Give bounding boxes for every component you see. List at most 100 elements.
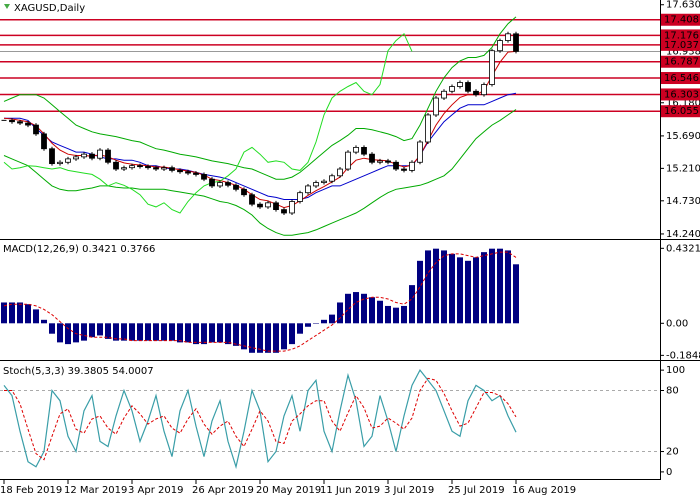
indicator-value: 0.3766 [120, 244, 155, 255]
indicator-line [3, 32, 413, 214]
level-label-box [661, 13, 700, 26]
macd-bar [265, 323, 271, 353]
x-tick-label: 16 Aug 2019 [512, 485, 576, 496]
candle [265, 202, 271, 208]
macd-bar [249, 323, 255, 353]
candle [425, 114, 431, 143]
candle [217, 182, 223, 187]
x-tick-label: 12 Mar 2019 [64, 485, 127, 496]
price-label: 16.938 [666, 47, 700, 58]
candle [505, 33, 511, 41]
y-tick-label: 15.690 [666, 131, 700, 142]
candle [513, 33, 519, 52]
x-tick-label: 11 Jun 2019 [320, 485, 380, 496]
level-label: 17.176 [664, 30, 699, 41]
macd-bar [329, 314, 335, 324]
candle [353, 146, 359, 153]
candle [9, 119, 15, 123]
y-tick-label: -0.1848 [666, 350, 700, 361]
candle [25, 122, 31, 126]
y-tick-label: 14.240 [666, 229, 700, 240]
macd-bar [97, 323, 103, 336]
candle [337, 168, 343, 177]
x-tick-label: 3 Jul 2019 [384, 485, 434, 496]
macd-bar [17, 302, 23, 324]
candle [433, 97, 439, 116]
candle [441, 90, 447, 99]
macd-bar [89, 323, 95, 338]
candle [177, 169, 183, 173]
candle [57, 161, 63, 165]
macd-bar [41, 319, 47, 324]
macd-bar [433, 248, 439, 324]
x-tick-label: 18 Feb 2019 [0, 485, 62, 496]
candle [313, 182, 319, 187]
y-tick-label: 0.00 [666, 318, 688, 329]
macd-bar [225, 323, 231, 345]
macd-bar [417, 260, 423, 324]
candle [233, 184, 239, 190]
candle [41, 133, 47, 150]
candle [145, 165, 151, 169]
macd-bar [121, 323, 127, 341]
level-label: 17.408 [664, 15, 699, 26]
candle [385, 160, 391, 163]
level-label-box [661, 38, 700, 51]
candle [417, 141, 423, 163]
candle [409, 161, 415, 171]
macd-bar [321, 319, 327, 324]
price-axis: 17.630 16.180 15.690 15.210 14.730 14.240 16.9… [660, 0, 700, 478]
macd-bar [441, 250, 447, 324]
macd-bar [185, 323, 191, 343]
candle [369, 153, 375, 163]
candle [201, 174, 207, 180]
candle [465, 82, 471, 92]
y-tick-label: 0.4321 [666, 243, 700, 254]
macd-bar [153, 323, 159, 341]
macd-bar [65, 323, 71, 345]
indicator-line [3, 16, 517, 180]
macd-bar [409, 285, 415, 324]
candle [121, 167, 127, 170]
macd-bar [145, 323, 151, 341]
level-label-box [661, 72, 700, 85]
macd-bar [169, 323, 175, 341]
level-label-box [661, 105, 700, 118]
level-label: 16.546 [664, 73, 699, 84]
macd-bar [81, 323, 87, 341]
indicator-value: MACD(12,26,9) [3, 244, 79, 255]
chart-title: XAGUSD,Daily [14, 3, 85, 14]
indicator-title: MACD(12,26,9) 0.3421 0.3766 [3, 244, 155, 255]
candle [81, 153, 87, 158]
candle [185, 171, 191, 174]
candle [497, 40, 503, 52]
x-tick-label: 25 Jul 2019 [448, 485, 505, 496]
indicator-value: Stoch(5,3,3) [3, 366, 65, 377]
y-tick-label: 17.630 [666, 0, 700, 11]
macd-bar [129, 323, 135, 341]
candle [193, 172, 199, 175]
macd-bar [345, 293, 351, 324]
candle [73, 156, 79, 160]
macd-bar [73, 323, 79, 343]
macd-bar [57, 323, 63, 343]
plot-area: MACD(12,26,9) 0.3421 0.3766 Stoch(5,3,3) … [0, 16, 660, 470]
macd-bar [193, 323, 199, 345]
macd-bar [369, 297, 375, 324]
x-tick-label: 20 May 2019 [256, 485, 321, 496]
macd-bar [313, 323, 319, 324]
candle [297, 192, 303, 202]
candle [257, 203, 263, 208]
candle [457, 82, 463, 87]
y-tick-label: 100 [666, 365, 685, 376]
macd-bar [105, 323, 111, 339]
candle [169, 167, 175, 171]
level-label: 16.055 [664, 106, 699, 117]
macd-bar [9, 302, 15, 324]
candle [113, 161, 119, 170]
candle [89, 153, 95, 159]
macd-bar [481, 252, 487, 324]
indicator-value: 39.3805 [68, 366, 109, 377]
macd-bar [449, 253, 455, 324]
